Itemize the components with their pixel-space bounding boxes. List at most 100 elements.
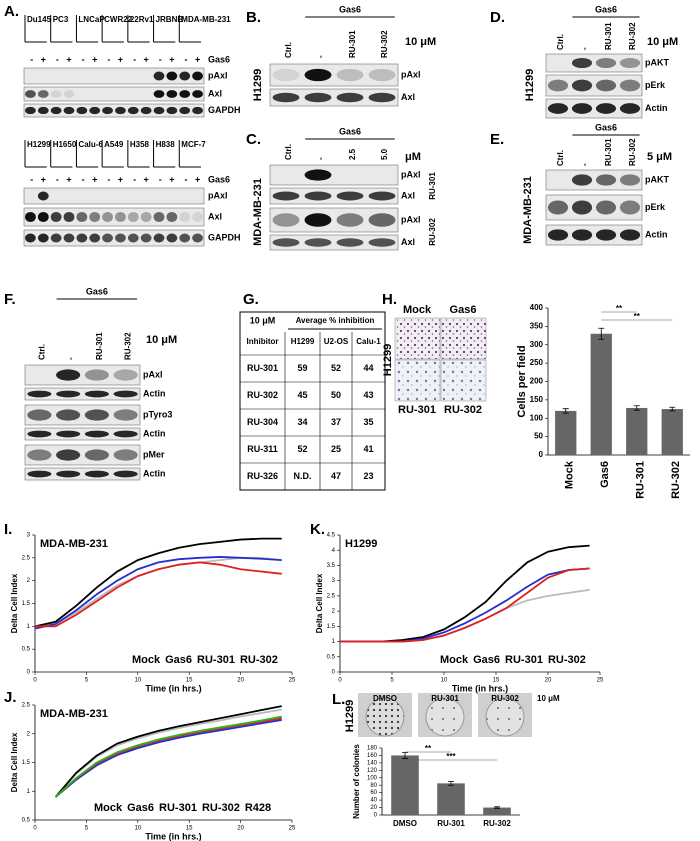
group-label: RU-302 [428, 218, 437, 246]
blot [24, 404, 141, 426]
band [304, 169, 332, 181]
x-tick-label: 15 [186, 678, 193, 684]
band [595, 57, 617, 69]
table-cell: 50 [331, 390, 341, 400]
table-cell: 59 [297, 363, 307, 373]
legend-entry: Gas6 [165, 654, 192, 666]
blot [545, 98, 643, 119]
x-tick-label: Mock [564, 460, 576, 489]
band [113, 390, 138, 398]
y-tick-label: 4 [332, 548, 336, 554]
y-tick-label: 3 [332, 578, 336, 584]
band [304, 213, 332, 227]
lane-label: RU-302 [628, 22, 637, 50]
panel-letter: C. [246, 131, 261, 148]
x-tick-label: 10 [134, 826, 141, 832]
x-tick-label: RU-301 [635, 461, 647, 499]
panel-letter: D. [490, 9, 505, 26]
sign: - [185, 54, 188, 64]
sign: - [133, 54, 136, 64]
blot [24, 444, 141, 466]
blot [269, 164, 399, 186]
row-label: pAxl [401, 169, 421, 179]
condition-label: Gas6 [450, 304, 477, 316]
lane-label: RU-302 [628, 138, 637, 166]
bar [391, 755, 419, 815]
band [84, 390, 109, 398]
lane-label: CWR22 [104, 15, 133, 24]
sign: + [92, 174, 97, 184]
table-header: H1299 [291, 337, 315, 346]
y-tick-label: 1.5 [327, 624, 336, 630]
significance-label: ** [616, 304, 623, 313]
lane-label: RU-301 [95, 332, 104, 360]
panel-letter: A. [4, 3, 19, 20]
band [56, 470, 81, 478]
band [166, 211, 178, 223]
table-dose: 10 μM [250, 315, 276, 325]
series-line [340, 567, 590, 643]
x-axis-label: Time (in hrs.) [145, 831, 201, 841]
blot [269, 63, 399, 87]
y-tick-label: 0.5 [327, 654, 336, 660]
condition-label: RU-302 [444, 404, 482, 416]
dose: 10 μM [647, 36, 678, 48]
legend-entry: Mock [94, 802, 123, 814]
panel-letter: B. [246, 9, 261, 26]
panel-letter: I. [4, 521, 12, 538]
y-tick-label: 400 [530, 303, 544, 312]
band [37, 90, 49, 98]
y-axis-label: Delta Cell Index [315, 573, 324, 633]
y-tick-label: 2 [27, 578, 31, 584]
band [368, 68, 396, 82]
band [127, 233, 139, 243]
band [368, 238, 396, 247]
y-tick-label: 250 [530, 358, 544, 367]
band [336, 191, 364, 201]
y-tick-label: 3.5 [327, 563, 336, 569]
x-tick-label: 0 [33, 826, 37, 832]
band [89, 106, 101, 115]
y-tick-label: 180 [367, 746, 378, 752]
cell-line: H1299 [344, 700, 356, 732]
y-tick-label: 160 [367, 753, 378, 759]
band [571, 57, 593, 69]
lane-label: PC3 [53, 15, 69, 24]
band [304, 191, 332, 201]
dose: 5 μM [647, 151, 672, 163]
band [25, 211, 36, 223]
sign: - [185, 174, 188, 184]
x-tick-label: 15 [186, 826, 193, 832]
band [166, 106, 178, 115]
band [153, 233, 165, 243]
band [89, 233, 101, 243]
series-line [54, 715, 282, 798]
band [192, 71, 203, 81]
band [153, 71, 165, 81]
sign: + [118, 174, 123, 184]
blot [545, 169, 643, 191]
band [547, 229, 569, 241]
lane-label: Ctrl. [284, 144, 293, 160]
band [619, 79, 641, 92]
table-cell: 47 [331, 471, 341, 481]
x-tick-label: RU-301 [437, 819, 465, 828]
lane-label: RU-302 [124, 332, 133, 360]
sign: + [169, 174, 174, 184]
y-tick-label: 60 [370, 790, 377, 796]
band [595, 200, 617, 215]
sign: - [82, 174, 85, 184]
cell-line: H1299 [524, 69, 536, 101]
sign: + [66, 174, 71, 184]
band [179, 106, 191, 115]
band [25, 106, 36, 115]
row-label: GAPDH [208, 105, 241, 115]
band [547, 79, 569, 92]
legend-entry: Gas6 [473, 654, 500, 666]
blot [269, 187, 399, 205]
table-cell: 35 [363, 417, 373, 427]
axis [34, 535, 292, 673]
table-cell: N.D. [294, 471, 312, 481]
band [25, 90, 36, 98]
